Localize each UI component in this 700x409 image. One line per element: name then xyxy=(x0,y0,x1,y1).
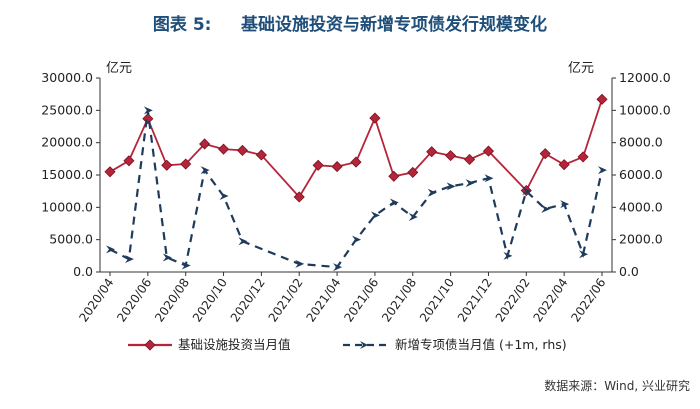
left-axis-unit: 亿元 xyxy=(106,61,132,76)
legend: 基础设施投资当月值 新增专项债当月值 (+1m, rhs) xyxy=(128,337,567,352)
special-bond-point xyxy=(162,253,172,262)
left-tick-label: 5000.0 xyxy=(49,232,93,247)
infra-investment-point xyxy=(539,148,551,160)
x-tick-label: 2021/10 xyxy=(417,276,457,325)
infra-investment-point xyxy=(350,156,362,168)
x-tick-label: 2020/08 xyxy=(152,276,192,325)
special-bond-point xyxy=(427,188,437,197)
x-tick-label: 2022/06 xyxy=(568,276,608,325)
special-bond-point xyxy=(484,174,494,183)
right-axis-ticks: 0.0 2000.0 4000.0 6000.0 8000.0 10000.0 12000.… xyxy=(612,70,671,279)
infra-investment-point xyxy=(199,138,211,150)
chart-title: 图表 5: 基础设施投资与新增专项债发行规模变化 xyxy=(153,14,547,35)
special-bond-point xyxy=(408,213,418,222)
infra-investment-point xyxy=(236,144,249,156)
special-bond-point xyxy=(389,198,399,207)
infra-investment-point xyxy=(369,112,381,124)
infra-investment-point xyxy=(596,93,608,105)
special-bond-point xyxy=(541,204,551,213)
legend-infra-marker xyxy=(144,339,156,351)
special-bond-point xyxy=(560,200,570,209)
left-tick-label: 10000.0 xyxy=(41,199,93,214)
infra-investment-point xyxy=(426,146,438,158)
right-tick-label: 4000.0 xyxy=(619,199,663,214)
special-bond-point xyxy=(106,245,115,254)
special-bond-point xyxy=(219,192,229,201)
x-tick-label: 2021/06 xyxy=(341,276,381,325)
special-bond-point xyxy=(143,106,153,115)
special-bond-point xyxy=(333,263,343,272)
x-tick-label: 2021/12 xyxy=(455,276,495,325)
right-tick-label: 2000.0 xyxy=(619,232,663,247)
x-tick-label: 2021/04 xyxy=(303,276,343,325)
x-axis-ticks: 2020/042020/062020/082020/102020/122021/… xyxy=(76,272,608,325)
special-bond-point xyxy=(181,261,191,270)
right-tick-label: 8000.0 xyxy=(619,135,663,150)
special-bond-point xyxy=(522,187,532,196)
special-bond-point xyxy=(295,259,305,268)
infra-investment-point xyxy=(331,161,343,173)
left-tick-label: 25000.0 xyxy=(41,102,93,117)
x-tick-label: 2020/04 xyxy=(76,276,116,325)
left-tick-label: 0.0 xyxy=(73,264,93,279)
infra-investment-point xyxy=(142,113,154,125)
right-axis-unit: 亿元 xyxy=(568,61,594,76)
infra-investment-point xyxy=(388,170,400,182)
infra-investment-point xyxy=(123,155,135,167)
infra-investment-point xyxy=(161,159,173,171)
special-bond-point xyxy=(124,255,134,264)
infra-investment-line xyxy=(109,99,603,199)
infra-investment-point xyxy=(558,159,570,171)
special-bond-point xyxy=(446,182,456,191)
infra-investment-point xyxy=(180,158,192,170)
infra-investment-point xyxy=(482,145,495,157)
right-tick-label: 12000.0 xyxy=(619,70,671,85)
infra-investment-point xyxy=(104,166,116,178)
special-bond-point xyxy=(352,235,361,244)
right-tick-label: 0.0 xyxy=(619,264,639,279)
x-tick-label: 2020/10 xyxy=(190,276,230,325)
special-bond-point xyxy=(238,237,248,246)
special-bond-point xyxy=(598,166,607,175)
right-tick-label: 6000.0 xyxy=(619,167,663,182)
left-tick-label: 15000.0 xyxy=(41,167,93,182)
left-tick-label: 20000.0 xyxy=(41,135,93,150)
legend-bond-label: 新增专项债当月值 (+1m, rhs) xyxy=(395,337,567,352)
special-bond-point xyxy=(503,251,513,260)
infra-investment-point xyxy=(577,151,589,163)
special-bond-point xyxy=(200,166,210,175)
infra-investment-point xyxy=(293,191,305,203)
x-tick-label: 2020/06 xyxy=(114,276,154,325)
source-note: 数据来源：Wind, 兴业研究 xyxy=(544,378,690,393)
infra-investment-point xyxy=(407,166,419,178)
x-tick-label: 2022/02 xyxy=(493,276,533,325)
infra-investment-point xyxy=(217,143,230,155)
right-tick-label: 10000.0 xyxy=(619,102,671,117)
series-layer xyxy=(104,93,608,272)
infra-investment-point xyxy=(445,150,457,162)
x-tick-label: 2020/12 xyxy=(228,276,268,325)
legend-bond-marker xyxy=(360,341,368,349)
legend-infra-label: 基础设施投资当月值 xyxy=(178,337,291,352)
infra-investment-point xyxy=(255,149,267,161)
x-tick-label: 2021/08 xyxy=(379,276,419,325)
left-tick-label: 30000.0 xyxy=(41,70,93,85)
left-axis-ticks: 0.0 5000.0 10000.0 15000.0 20000.0 25000.0 300… xyxy=(41,70,100,279)
special-bond-point xyxy=(579,250,589,259)
x-tick-label: 2021/02 xyxy=(266,276,306,325)
infra-investment-point xyxy=(312,159,324,171)
special-bond-line xyxy=(109,110,604,269)
special-bond-point xyxy=(370,211,380,220)
infra-investment-point xyxy=(463,153,476,166)
x-tick-label: 2022/04 xyxy=(531,276,571,325)
special-bond-point xyxy=(465,179,475,188)
